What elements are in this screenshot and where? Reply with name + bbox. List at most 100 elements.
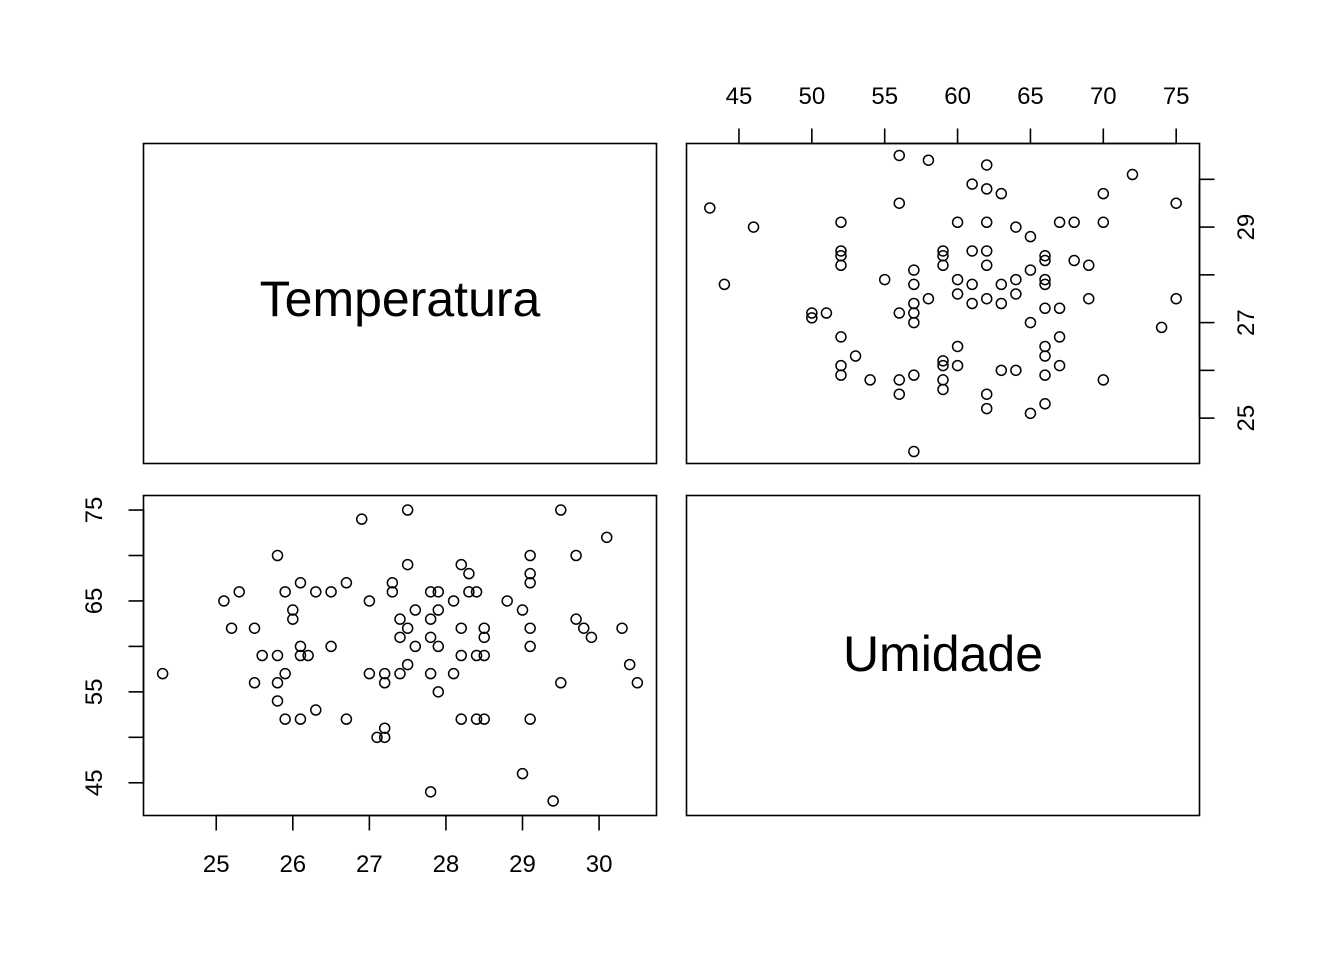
data-point bbox=[922, 154, 935, 166]
tick-label: 25 bbox=[203, 851, 230, 878]
data-point bbox=[555, 677, 567, 689]
data-point bbox=[271, 695, 284, 707]
data-point bbox=[835, 216, 847, 229]
data-point bbox=[908, 307, 920, 319]
panel-box-top-right bbox=[685, 142, 1201, 465]
data-point bbox=[820, 307, 833, 319]
data-point bbox=[893, 374, 906, 386]
data-point bbox=[966, 245, 978, 257]
tick-label: 45 bbox=[81, 769, 108, 796]
data-point bbox=[893, 388, 906, 400]
data-point bbox=[806, 307, 818, 319]
data-point bbox=[424, 667, 437, 680]
data-point bbox=[271, 677, 284, 689]
data-point bbox=[1053, 216, 1066, 229]
diagonal-label-temperatura: Temperatura bbox=[260, 271, 541, 327]
data-point bbox=[1039, 278, 1051, 291]
data-point bbox=[455, 558, 468, 571]
data-point bbox=[1039, 369, 1051, 381]
data-point bbox=[271, 549, 284, 562]
data-point bbox=[355, 513, 368, 525]
data-point bbox=[1010, 221, 1022, 233]
data-point bbox=[908, 278, 920, 291]
data-point bbox=[951, 288, 964, 300]
data-point bbox=[279, 586, 291, 598]
data-point bbox=[424, 586, 437, 598]
data-point bbox=[1097, 216, 1110, 229]
data-point bbox=[980, 245, 993, 257]
data-point bbox=[363, 667, 376, 680]
data-point bbox=[908, 369, 920, 381]
data-point bbox=[980, 159, 993, 171]
data-point bbox=[394, 631, 406, 644]
data-point bbox=[806, 312, 818, 324]
data-point bbox=[747, 221, 760, 233]
data-point bbox=[835, 259, 847, 272]
data-point bbox=[570, 549, 582, 562]
tick-label: 60 bbox=[944, 83, 971, 110]
data-point bbox=[310, 704, 322, 716]
data-point bbox=[279, 713, 291, 725]
data-point bbox=[424, 631, 437, 644]
data-point bbox=[225, 622, 238, 634]
tick-label: 55 bbox=[81, 679, 108, 706]
points-umidade-vs-temperatura bbox=[704, 149, 1182, 458]
data-point bbox=[432, 686, 445, 698]
tick-label: 55 bbox=[871, 83, 898, 110]
data-point bbox=[1024, 264, 1037, 276]
data-point bbox=[937, 359, 949, 372]
tick-label: 29 bbox=[1233, 214, 1260, 241]
data-point bbox=[1053, 302, 1066, 315]
data-point bbox=[951, 273, 964, 286]
data-point bbox=[401, 658, 414, 671]
data-point bbox=[455, 649, 468, 662]
data-point bbox=[937, 245, 949, 257]
data-point bbox=[1039, 398, 1051, 410]
data-point bbox=[908, 264, 920, 276]
data-point bbox=[424, 613, 437, 625]
tick-label: 25 bbox=[1233, 405, 1260, 432]
data-point bbox=[555, 504, 567, 516]
data-point bbox=[156, 667, 169, 680]
data-point bbox=[310, 586, 322, 598]
data-point bbox=[951, 359, 964, 372]
data-point bbox=[600, 531, 613, 544]
data-point bbox=[478, 713, 490, 725]
data-point bbox=[256, 649, 268, 662]
data-point bbox=[835, 249, 847, 262]
data-point bbox=[937, 383, 949, 396]
data-point bbox=[516, 767, 529, 780]
data-point bbox=[835, 331, 847, 343]
data-point bbox=[1039, 340, 1051, 353]
data-point bbox=[966, 297, 978, 310]
data-point bbox=[524, 577, 536, 589]
data-point bbox=[937, 249, 949, 262]
data-point bbox=[401, 558, 414, 571]
data-point bbox=[704, 202, 716, 214]
panel-temperatura-label: Temperatura bbox=[142, 142, 658, 465]
data-point bbox=[378, 677, 391, 689]
data-point bbox=[1068, 216, 1080, 229]
panel-box-bottom-right bbox=[685, 494, 1201, 817]
data-point bbox=[424, 786, 437, 798]
top-x-axis-umidade: 45 50 55 60 65 70 75 bbox=[726, 83, 1190, 145]
data-point bbox=[849, 350, 862, 362]
data-point bbox=[937, 355, 949, 367]
data-point bbox=[432, 586, 445, 598]
data-point bbox=[287, 604, 299, 616]
data-point bbox=[922, 292, 935, 305]
data-point bbox=[835, 359, 847, 372]
data-point bbox=[995, 278, 1008, 291]
data-point bbox=[1010, 273, 1022, 286]
data-point bbox=[470, 586, 483, 598]
right-y-axis-temperatura: 25 27 29 bbox=[1198, 178, 1260, 432]
data-point bbox=[340, 577, 353, 589]
data-point bbox=[409, 640, 422, 653]
data-point bbox=[1082, 292, 1095, 305]
data-point bbox=[908, 297, 920, 310]
data-point bbox=[447, 667, 460, 680]
data-point bbox=[1126, 168, 1139, 181]
data-point bbox=[835, 245, 847, 257]
data-point bbox=[218, 595, 230, 607]
panel-umidade-vs-temperatura: 45 50 55 60 65 70 75 25 27 29 bbox=[685, 83, 1260, 465]
